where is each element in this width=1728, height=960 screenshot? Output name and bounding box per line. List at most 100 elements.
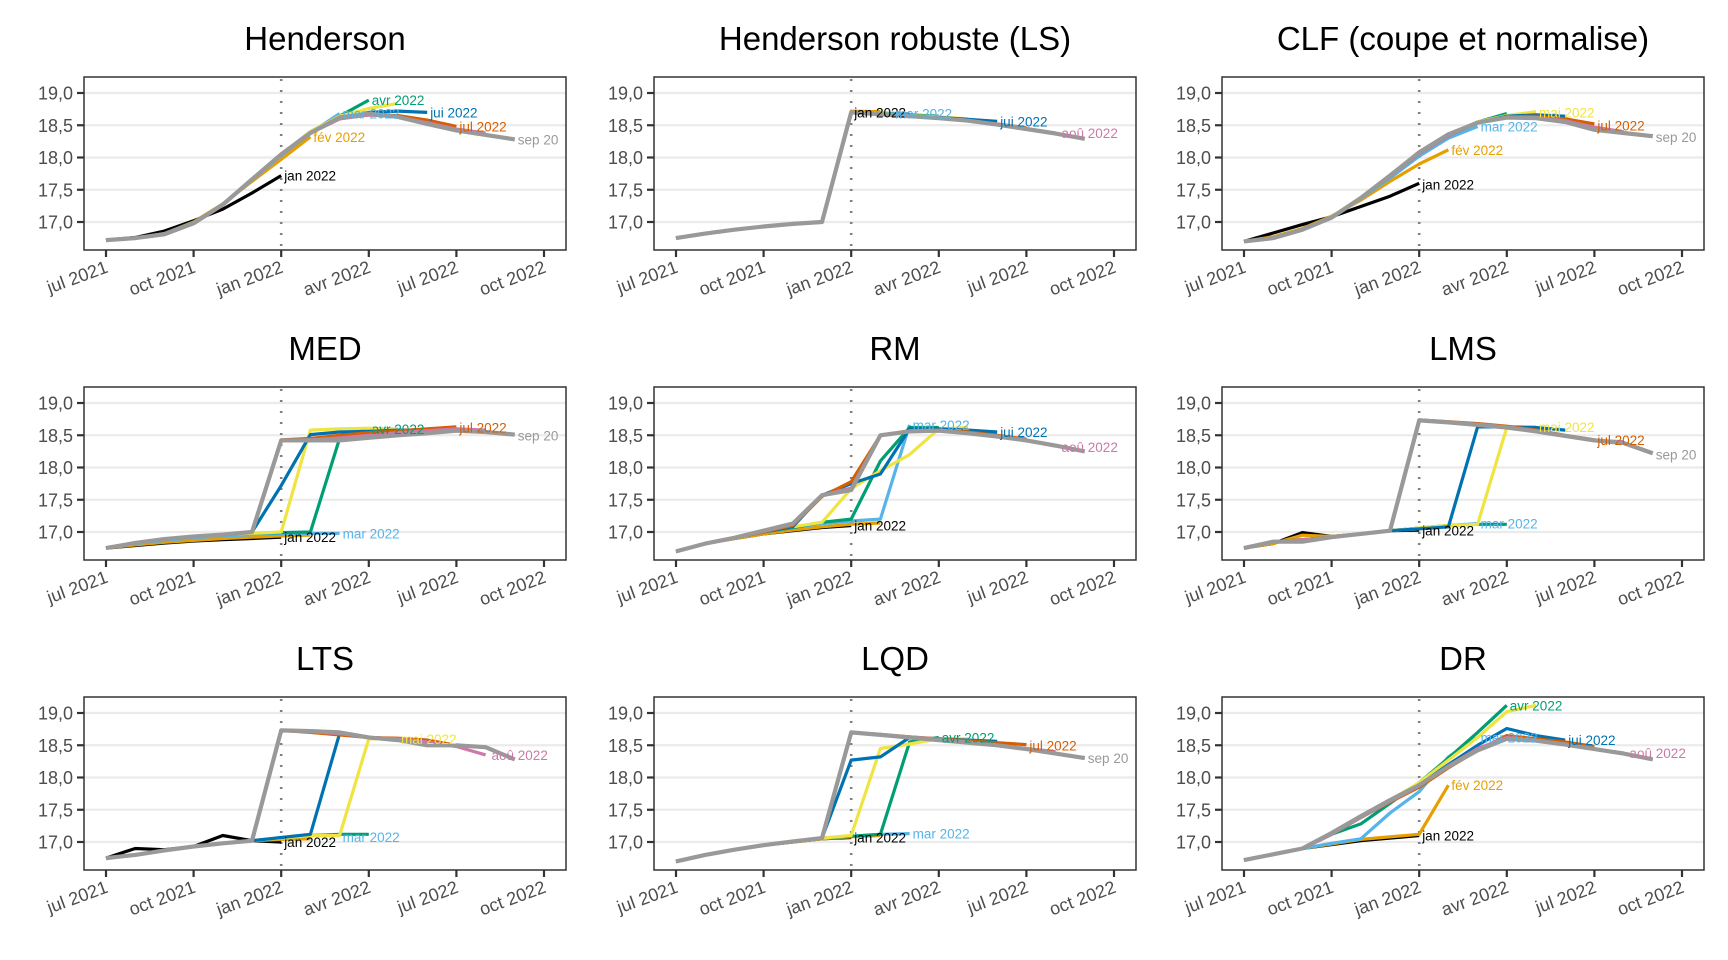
x-tick-label: oct 2022: [477, 567, 549, 609]
y-tick-label: 17,5: [38, 490, 73, 510]
panel-3: MED 17,0 17,5 18,0 18,5 19,0 jan 2022 mar 2022 a…: [38, 330, 567, 610]
x-tick-label: jan 2022: [783, 257, 856, 300]
y-tick-label: 19,0: [1176, 84, 1211, 104]
y-tick-label: 18,0: [38, 148, 73, 168]
x-tick-label: avr 2022: [300, 257, 373, 300]
y-tick-label: 19,0: [38, 704, 73, 724]
panel-frame: [653, 76, 1137, 251]
x-tick-label: jul 2022: [964, 877, 1031, 918]
series-line-avr-2022: [675, 110, 939, 240]
series-end-label: mar 2022: [1481, 120, 1538, 135]
series-line-jui-2022: [105, 109, 428, 242]
x-tick-label: jan 2022: [213, 877, 286, 920]
y-tick-label: 18,5: [608, 116, 643, 136]
y-tick-label: 18,5: [1176, 736, 1211, 756]
x-tick-label: oct 2021: [1264, 567, 1336, 609]
series-line-fév-2022: [1243, 148, 1450, 243]
x-tick-label: jul 2021: [43, 567, 110, 608]
x-tick-label: jul 2021: [613, 877, 680, 918]
series-line-sep-2022: [1243, 115, 1654, 244]
series-end-label: sep 20: [1656, 130, 1697, 145]
series-line-aoû-2022: [675, 110, 1056, 240]
y-tick-label: 18,5: [608, 426, 643, 446]
series-end-label: jan 2022: [853, 105, 906, 120]
x-tick-label: avr 2022: [870, 257, 943, 300]
series-end-label: jan 2022: [853, 519, 906, 534]
series-line-sep-2022: [675, 730, 1086, 864]
series-end-label: fév 2022: [1451, 143, 1503, 158]
y-tick-label: 17,5: [608, 800, 643, 820]
x-tick-label: oct 2022: [477, 877, 549, 919]
series-end-label: jul 2022: [1596, 433, 1644, 448]
y-tick-label: 18,0: [38, 458, 73, 478]
y-tick-label: 18,0: [608, 148, 643, 168]
y-tick-label: 17,0: [38, 833, 73, 853]
x-tick-label: oct 2022: [1615, 877, 1687, 919]
series-line-sep-2022: [675, 110, 1086, 241]
series-end-label: jui 2022: [429, 105, 477, 120]
x-tick-label: oct 2021: [1264, 257, 1336, 299]
series-end-label: sep 20: [518, 132, 559, 147]
panel-title: LMS: [1429, 330, 1497, 367]
x-tick-label: oct 2021: [126, 257, 198, 299]
x-tick-label: avr 2022: [870, 567, 943, 610]
panel-frame: [653, 696, 1137, 871]
series-end-label: avr 2022: [372, 93, 425, 108]
y-tick-label: 17,0: [608, 213, 643, 233]
y-tick-label: 17,5: [608, 490, 643, 510]
y-tick-label: 17,0: [608, 833, 643, 853]
series-end-label: jan 2022: [853, 830, 906, 845]
x-tick-label: avr 2022: [870, 877, 943, 920]
x-tick-label: oct 2021: [696, 567, 768, 609]
series-end-label: jan 2022: [1421, 178, 1474, 193]
y-tick-label: 18,5: [608, 736, 643, 756]
y-tick-label: 18,0: [608, 768, 643, 788]
series-end-label: jul 2022: [1596, 118, 1644, 133]
series-end-label: fév 2022: [313, 130, 365, 145]
y-tick-label: 17,0: [608, 523, 643, 543]
series-end-label: avr 2022: [372, 422, 425, 437]
series-line-sep-2022: [1243, 736, 1654, 863]
panel-title: Henderson: [244, 20, 405, 57]
x-tick-label: jul 2022: [964, 257, 1031, 298]
x-tick-label: avr 2022: [1438, 567, 1511, 610]
x-tick-label: jul 2022: [1532, 567, 1599, 608]
series-end-label: jul 2022: [458, 421, 506, 436]
x-tick-label: oct 2021: [696, 257, 768, 299]
series-end-label: mar 2022: [913, 827, 970, 842]
y-tick-label: 17,5: [38, 800, 73, 820]
x-tick-label: jul 2022: [394, 257, 461, 298]
y-tick-label: 18,5: [1176, 116, 1211, 136]
panel-title: CLF (coupe et normalise): [1277, 20, 1649, 57]
y-tick-label: 18,5: [38, 736, 73, 756]
y-tick-label: 18,5: [38, 426, 73, 446]
y-tick-label: 18,5: [38, 116, 73, 136]
series-end-label: jan 2022: [1421, 524, 1474, 539]
x-tick-label: jul 2021: [1181, 877, 1248, 918]
series-end-label: jan 2022: [283, 530, 336, 545]
x-tick-label: oct 2021: [1264, 877, 1336, 919]
series-line-jan-2022: [105, 174, 283, 242]
panel-frame: [1221, 386, 1705, 561]
series-end-label: aoû 2022: [1062, 440, 1118, 455]
panel-0: Henderson 17,0 17,5 18,0 18,5 19,0 jan 2022 fév…: [38, 20, 567, 300]
x-tick-label: oct 2021: [696, 877, 768, 919]
x-tick-label: jan 2022: [1351, 877, 1424, 920]
series-end-label: fév 2022: [1451, 778, 1503, 793]
x-tick-label: jul 2021: [43, 257, 110, 298]
x-tick-label: oct 2021: [126, 877, 198, 919]
series-line-fév-2022: [105, 135, 312, 242]
panel-4: RM 17,0 17,5 18,0 18,5 19,0 jan 2022 mar 2022 ju…: [608, 330, 1137, 610]
y-tick-label: 18,0: [1176, 458, 1211, 478]
x-tick-label: jul 2021: [1181, 567, 1248, 608]
series-end-label: avr 2022: [1510, 698, 1563, 713]
series-line-jan-2022: [1243, 181, 1420, 243]
series-end-label: mar 2022: [1481, 731, 1538, 746]
panel-title: LQD: [861, 640, 929, 677]
series-end-label: mai 2022: [401, 732, 457, 747]
panel-frame: [83, 696, 567, 871]
y-tick-label: 19,0: [608, 84, 643, 104]
series-end-label: mar 2022: [343, 526, 400, 541]
x-tick-label: jul 2022: [1532, 877, 1599, 918]
y-tick-label: 17,0: [38, 523, 73, 543]
